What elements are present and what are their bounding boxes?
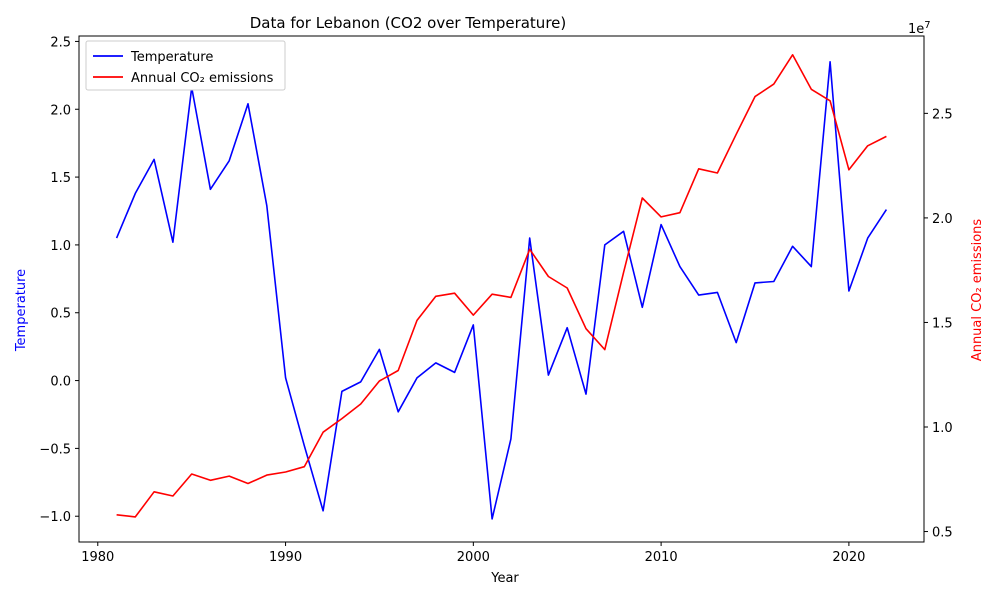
- legend: Temperature Annual CO₂ emissions: [85, 40, 286, 91]
- x-tick-label: 2010: [645, 550, 678, 565]
- y-axis-right-multiplier: 1e7: [908, 20, 931, 37]
- series-layer: [115, 53, 888, 520]
- y-left-tick-label: −0.5: [39, 442, 71, 457]
- y-axis-left-label: Temperature: [14, 269, 29, 352]
- legend-frame: [85, 40, 286, 91]
- x-tick-label: 2020: [832, 550, 865, 565]
- y-left-tick-label: 1.0: [50, 239, 71, 254]
- x-axis: 1980 1990 2000 2010 2020: [81, 542, 865, 565]
- y-left-tick-label: 0.5: [50, 307, 71, 322]
- y-axis-right-label: Annual CO₂ emissions: [970, 219, 985, 362]
- y-left-tick-label: 0.0: [50, 375, 71, 390]
- temperature-line: [115, 60, 888, 520]
- y-right-tick-label: 0.5: [932, 526, 953, 541]
- legend-label-co2: Annual CO₂ emissions: [131, 71, 274, 86]
- plot-area: [78, 35, 925, 543]
- y-right-tick-label: 1.5: [932, 316, 953, 331]
- y-right-tick-label: 1.0: [932, 421, 953, 436]
- y-axis-left: −1.0 −0.5 0.0 0.5 1.0 1.5 2.0 2.5: [39, 35, 79, 525]
- x-axis-label: Year: [490, 571, 519, 586]
- y-right-tick-label: 2.5: [932, 107, 953, 122]
- x-tick-label: 2000: [457, 550, 490, 565]
- multiplier-exponent: 7: [924, 20, 930, 31]
- y-right-tick-label: 2.0: [932, 212, 953, 227]
- chart-title: Data for Lebanon (CO2 over Temperature): [250, 14, 567, 32]
- plot-frame: [78, 35, 925, 543]
- y-left-tick-label: −1.0: [39, 510, 71, 525]
- y-left-tick-label: 1.5: [50, 171, 71, 186]
- multiplier-base: 1e: [908, 22, 924, 37]
- x-tick-label: 1980: [81, 550, 114, 565]
- x-tick-label: 1990: [269, 550, 302, 565]
- y-axis-right: 0.5 1.0 1.5 2.0 2.5: [924, 107, 953, 541]
- co2-emissions-line: [116, 53, 887, 518]
- legend-label-temperature: Temperature: [130, 50, 213, 65]
- y-left-tick-label: 2.0: [50, 103, 71, 118]
- y-left-tick-label: 2.5: [50, 35, 71, 50]
